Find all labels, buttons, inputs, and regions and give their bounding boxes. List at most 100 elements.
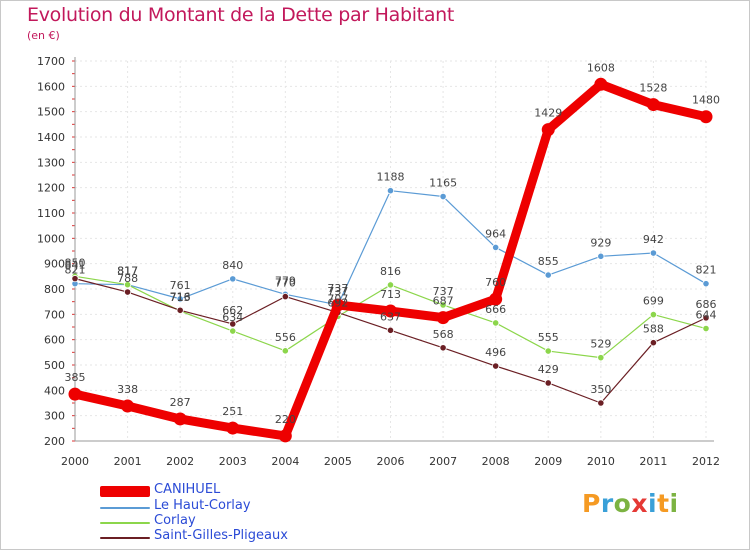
data-point (386, 326, 395, 334)
data-point (384, 304, 397, 318)
data-label: 1608 (587, 61, 615, 74)
data-label: 529 (590, 338, 611, 351)
legend-item: Le Haut-Corlay (100, 498, 340, 514)
data-point (68, 387, 82, 401)
y-tick-label: 500 (44, 359, 65, 372)
data-label: 568 (433, 328, 454, 341)
x-tick-label: 2010 (587, 455, 615, 468)
y-tick-label: 1700 (37, 55, 65, 68)
data-point (278, 429, 292, 443)
data-point (702, 324, 710, 333)
data-point (281, 347, 289, 355)
proxiti-logo: Proxiti (582, 489, 679, 518)
data-label: 788 (117, 272, 138, 285)
x-tick-label: 2005 (324, 455, 352, 468)
data-label: 350 (590, 383, 611, 396)
x-tick-label: 2000 (61, 455, 89, 468)
logo-letter: r (600, 489, 614, 518)
data-point (123, 288, 132, 296)
data-label: 821 (696, 264, 717, 277)
x-tick-label: 2012 (692, 455, 720, 468)
data-point (176, 306, 184, 314)
data-point (226, 421, 240, 435)
chart-subtitle: (en €) (27, 29, 60, 42)
data-point (439, 192, 447, 201)
x-tick-label: 2002 (166, 455, 194, 468)
data-label: 220 (275, 413, 296, 426)
legend-swatch (100, 522, 150, 524)
data-point (229, 320, 237, 328)
data-label: 713 (170, 291, 191, 304)
data-label: 686 (696, 298, 717, 311)
data-label: 817 (117, 265, 138, 278)
data-label: 1480 (692, 94, 720, 107)
data-point (439, 301, 447, 309)
legend-label: CANIHUEL (154, 482, 221, 497)
data-label: 770 (275, 277, 296, 290)
data-label: 942 (643, 233, 664, 246)
x-tick-label: 2006 (377, 455, 405, 468)
data-point (123, 281, 132, 289)
x-tick-label: 2003 (219, 455, 247, 468)
legend-swatch (100, 537, 150, 539)
data-point (173, 412, 187, 426)
data-label: 850 (65, 256, 86, 269)
data-label: 1429 (534, 107, 562, 120)
data-label: 707 (327, 293, 348, 306)
y-tick-label: 1500 (37, 106, 65, 119)
data-point (176, 295, 184, 303)
data-label: 841 (65, 259, 86, 272)
data-label: 821 (65, 264, 86, 277)
data-label: 687 (433, 295, 454, 308)
data-point (281, 292, 289, 301)
data-label: 634 (222, 311, 243, 324)
data-point (439, 344, 447, 352)
data-label: 716 (170, 290, 191, 303)
y-tick-label: 1300 (37, 156, 65, 169)
data-label: 1165 (429, 177, 457, 190)
data-label: 496 (485, 346, 506, 359)
data-label: 855 (538, 255, 559, 268)
y-tick-label: 1100 (37, 207, 65, 220)
data-label: 338 (117, 383, 138, 396)
x-tick-label: 2011 (639, 455, 667, 468)
data-label: 737 (327, 282, 348, 295)
data-label: 287 (170, 396, 191, 409)
data-point (386, 281, 395, 289)
data-point (544, 379, 552, 387)
data-label: 760 (485, 276, 506, 289)
data-label: 817 (117, 265, 138, 278)
logo-letter: P (582, 489, 601, 518)
data-label: 737 (433, 285, 454, 298)
chart-title: Evolution du Montant de la Dette par Hab… (27, 4, 455, 26)
data-point (649, 339, 658, 347)
legend-label: Corlay (154, 513, 196, 528)
data-label: 666 (485, 303, 506, 316)
legend-swatch (100, 507, 150, 509)
data-point (121, 399, 135, 413)
data-point (646, 98, 660, 112)
y-tick-label: 1000 (37, 232, 65, 245)
y-tick-label: 700 (44, 308, 65, 321)
y-tick-label: 1200 (37, 182, 65, 195)
logo-letter: i (669, 489, 679, 518)
data-point (699, 110, 713, 124)
data-label: 662 (222, 304, 243, 317)
data-point (229, 275, 237, 283)
data-label: 556 (275, 331, 296, 344)
data-point (544, 347, 552, 355)
data-label: 692 (327, 296, 348, 309)
data-point (541, 123, 555, 137)
data-label: 713 (380, 288, 401, 301)
y-tick-label: 900 (44, 258, 65, 271)
x-tick-label: 2001 (114, 455, 142, 468)
logo-letter: x (631, 489, 648, 518)
data-label: 251 (222, 405, 243, 418)
legend-label: Saint-Gilles-Pligeaux (154, 528, 288, 543)
data-label: 699 (643, 295, 664, 308)
legend-swatch (100, 486, 150, 497)
y-tick-label: 1400 (37, 131, 65, 144)
data-label: 1188 (377, 171, 405, 184)
x-tick-label: 2004 (271, 455, 299, 468)
legend-item: Saint-Gilles-Pligeaux (100, 528, 340, 544)
